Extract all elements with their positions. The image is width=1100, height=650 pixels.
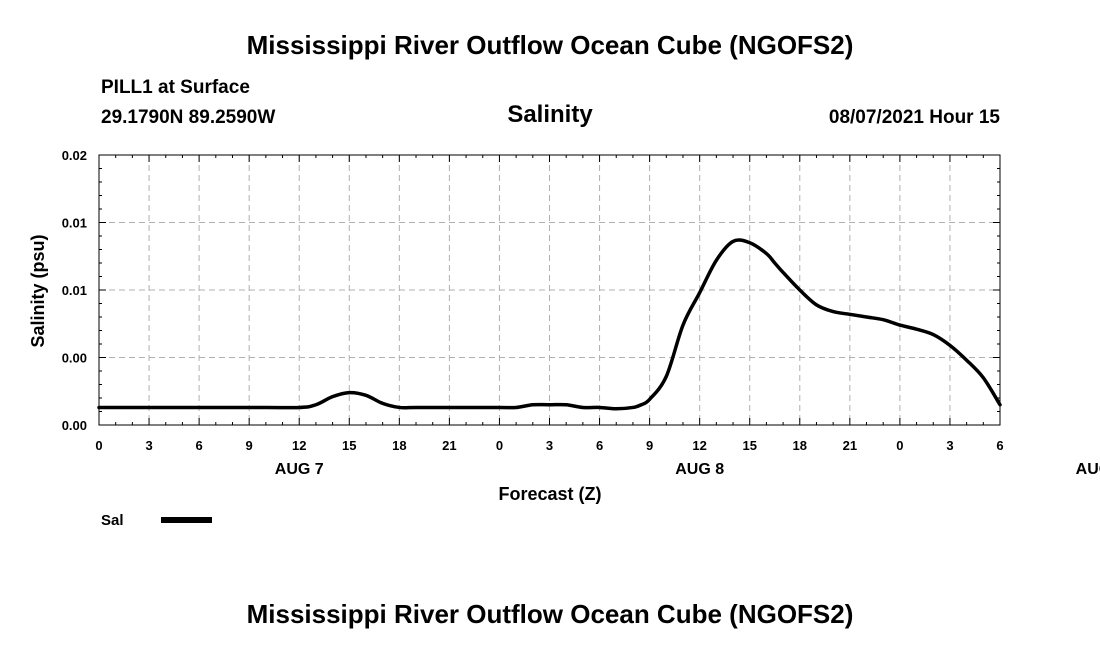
salinity-series-line: [97, 238, 1002, 411]
legend-label: Sal: [101, 512, 124, 529]
forecast-datetime: 08/07/2021 Hour 15: [828, 107, 1000, 128]
y-tick-label: 0.00: [62, 418, 87, 433]
y-axis-title: Salinity (psu): [28, 234, 48, 347]
y-tick-label: 0.00: [62, 351, 87, 366]
y-tick-label: 0.01: [62, 283, 87, 298]
x-tick-label: 15: [742, 438, 756, 453]
x-tick-label: 6: [996, 438, 1003, 453]
legend: Sal: [101, 512, 212, 529]
x-tick-label: 9: [646, 438, 653, 453]
x-tick-label: 18: [392, 438, 406, 453]
x-tick-label: 18: [793, 438, 807, 453]
x-tick-label: 15: [342, 438, 356, 453]
plot-frame: [98, 154, 1001, 426]
day-label: AUG 7: [275, 461, 324, 478]
x-tick-labels: 0 3 6 9 12 15 18 21 0 3 6 9 12 15 18 21 0 3 6: [95, 438, 1003, 453]
coordinates-label: 29.1790N 89.2590W: [101, 107, 276, 128]
x-tick-label: 3: [145, 438, 152, 453]
day-labels: AUG 7 AUG 8 AUG 9: [275, 461, 1100, 478]
x-tick-label: 3: [546, 438, 553, 453]
x-tick-label: 21: [442, 438, 456, 453]
day-label: AUG 8: [675, 461, 724, 478]
y-tick-labels: 0.00 0.00 0.01 0.01 0.02: [62, 148, 87, 433]
x-tick-label: 21: [843, 438, 857, 453]
variable-title: Salinity: [507, 101, 593, 128]
grid-lines: [99, 155, 1000, 425]
x-tick-label: 9: [246, 438, 253, 453]
x-tick-label: 12: [692, 438, 706, 453]
y-tick-label: 0.01: [62, 216, 87, 231]
x-tick-label: 6: [596, 438, 603, 453]
day-label: AUG 9: [1076, 461, 1100, 478]
x-tick-label: 0: [496, 438, 503, 453]
x-tick-label: 12: [292, 438, 306, 453]
x-axis-title: Forecast (Z): [498, 484, 601, 504]
x-tick-label: 0: [95, 438, 102, 453]
x-tick-label: 3: [946, 438, 953, 453]
x-tick-label: 0: [896, 438, 903, 453]
y-tick-label: 0.02: [62, 148, 87, 163]
chart-title: Mississippi River Outflow Ocean Cube (NG…: [246, 30, 854, 60]
station-label: PILL1 at Surface: [101, 77, 250, 98]
footer-title: Mississippi River Outflow Ocean Cube (NG…: [246, 599, 854, 629]
x-tick-label: 6: [195, 438, 202, 453]
